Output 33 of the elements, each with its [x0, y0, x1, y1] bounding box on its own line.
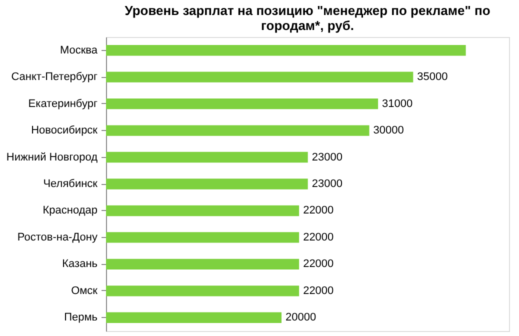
data-label: 30000: [373, 124, 404, 137]
data-label: 22000: [303, 231, 334, 244]
y-tick-label: Санкт-Петербург: [11, 71, 98, 84]
bar: [106, 45, 466, 56]
bar: [106, 232, 300, 243]
y-tick-label: Екатеринбург: [28, 98, 98, 110]
bar: [106, 125, 370, 136]
data-label: 22000: [303, 258, 334, 270]
chart-title: Уровень зарплат на позицию "менеджер по рекламе" по городам*, руб.: [124, 3, 490, 33]
data-label: 35000: [417, 71, 448, 84]
data-label: 31000: [382, 98, 413, 110]
bar: [106, 178, 308, 190]
y-tick-label: Нижний Новгород: [6, 151, 98, 164]
bar: [106, 98, 378, 110]
data-label: 23000: [312, 178, 342, 190]
bar: [106, 205, 300, 216]
bar: [106, 286, 300, 296]
data-label: 23000: [312, 151, 342, 164]
data-label: 20000: [286, 312, 316, 324]
y-tick-label: Казань: [62, 258, 98, 270]
y-tick-label: Ростов-на-Дону: [17, 231, 98, 244]
y-tick-label: Москва: [60, 44, 98, 56]
data-label: 22000: [303, 204, 334, 217]
bar: [106, 258, 300, 270]
y-tick-label: Краснодар: [42, 204, 98, 217]
data-label: 22000: [303, 284, 334, 297]
bar: [106, 72, 414, 82]
y-tick-label: Омск: [71, 284, 98, 297]
bar: [106, 152, 308, 163]
y-tick-label: Пермь: [64, 312, 98, 324]
y-tick-label: Челябинск: [43, 178, 98, 190]
y-tick-label: Новосибирск: [31, 124, 98, 137]
bar: [106, 312, 282, 323]
